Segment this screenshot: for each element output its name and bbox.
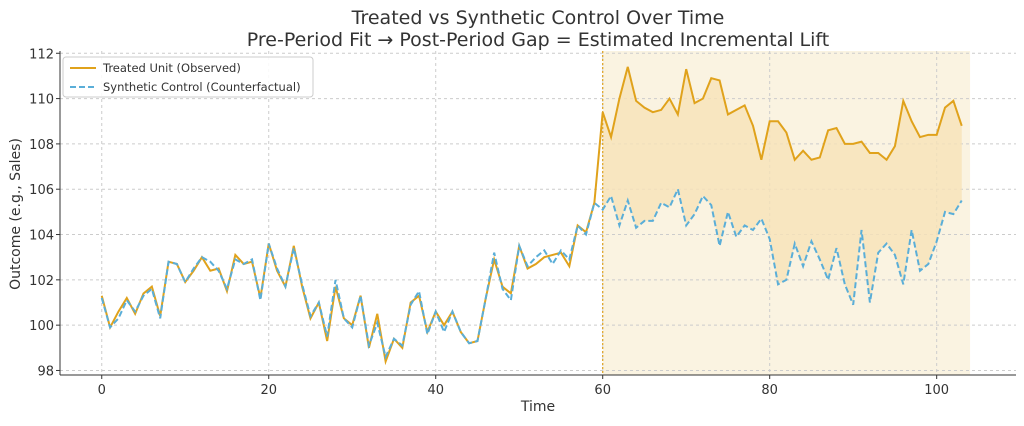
legend-label-treated: Treated Unit (Observed)	[102, 61, 241, 75]
y-tick-label: 104	[29, 229, 54, 244]
series-synthetic-line	[100, 186, 963, 360]
x-tick-label: 60	[594, 383, 611, 398]
y-tick-label: 102	[29, 274, 54, 289]
chart-title: Treated vs Synthetic Control Over Time	[351, 7, 725, 29]
legend-box	[62, 56, 314, 98]
y-tick-label: 98	[37, 364, 54, 379]
legend-label-synthetic: Synthetic Control (Counterfactual)	[103, 80, 301, 94]
x-axis-label: Time	[520, 399, 555, 415]
lift-gap-fill	[602, 66, 962, 305]
y-tick-label: 110	[29, 93, 54, 108]
y-tick-label: 108	[29, 138, 54, 153]
x-tick-label: 20	[260, 383, 277, 398]
y-tick-label: 106	[29, 183, 54, 198]
x-tick-label: 80	[761, 383, 778, 398]
x-tick-label: 40	[427, 383, 444, 398]
y-tick-label: 100	[29, 319, 54, 334]
chart-subtitle: Pre-Period Fit → Post-Period Gap = Estim…	[247, 29, 829, 51]
y-tick-label: 112	[29, 47, 54, 62]
y-axis-label: Outcome (e.g., Sales)	[8, 138, 24, 290]
legend: Treated Unit (Observed) Synthetic Contro…	[62, 56, 314, 98]
x-tick-label: 0	[98, 383, 106, 398]
x-tick-label: 100	[924, 383, 949, 398]
